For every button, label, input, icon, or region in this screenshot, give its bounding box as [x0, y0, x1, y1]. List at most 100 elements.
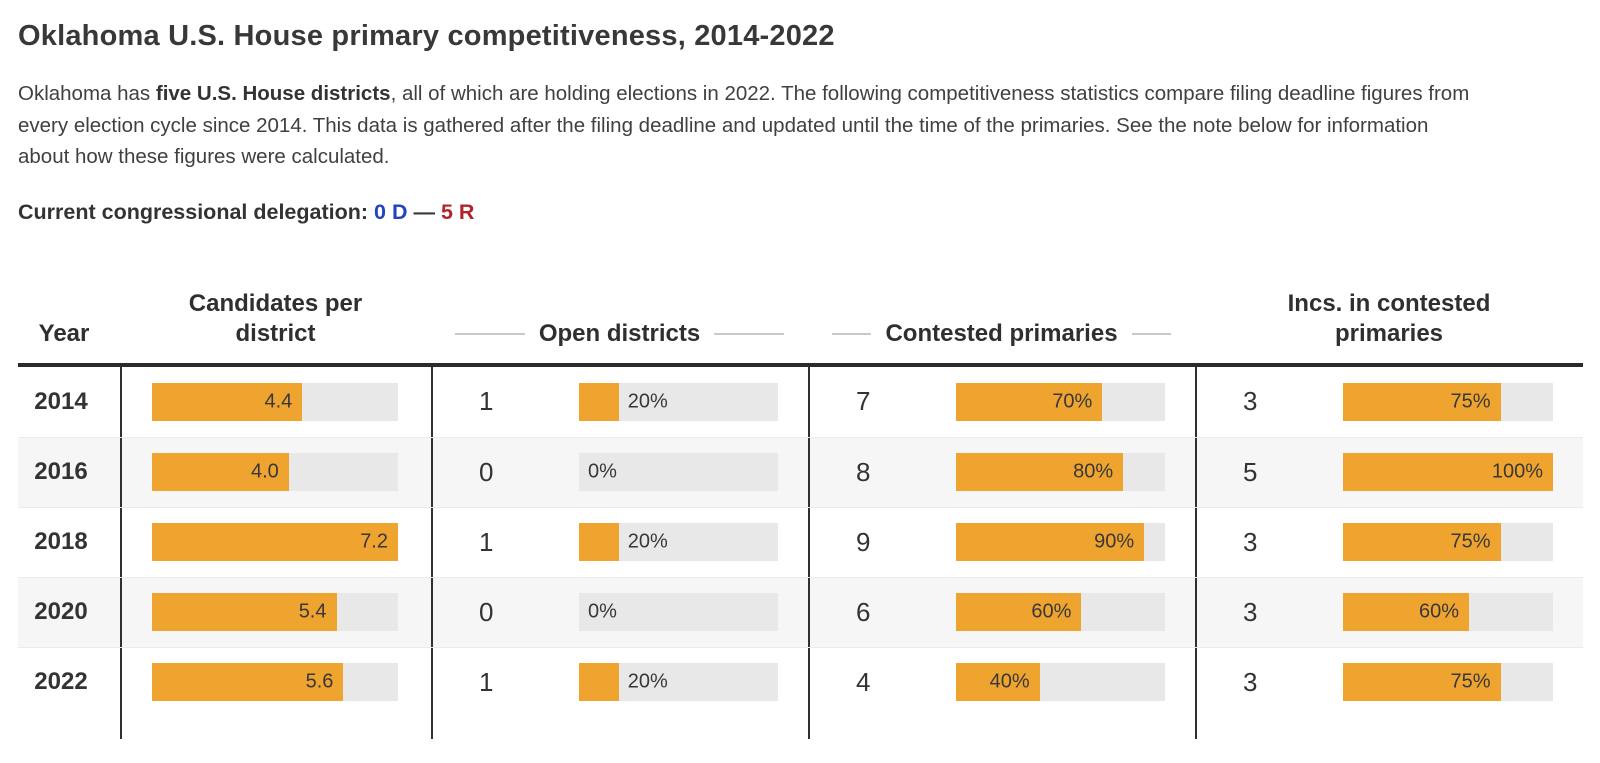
contested-bar-fill	[956, 453, 1124, 491]
contested-cell: 4 40%	[808, 647, 1195, 717]
incs-bar-value: 100%	[1491, 460, 1543, 483]
contested-bar-track: 70%	[956, 382, 1165, 421]
open-count: 1	[479, 666, 494, 697]
incs-bar-track: 100%	[1343, 453, 1553, 491]
header-rule-left	[832, 332, 872, 335]
open-count: 0	[479, 456, 494, 487]
spacer-cell	[1195, 716, 1583, 739]
column-header-candidates-per-district: Candidates per district	[120, 289, 431, 349]
year-label: 2020	[34, 598, 88, 625]
intro-line-1: Oklahoma has five U.S. House districts, …	[18, 78, 1600, 110]
delegation-dash: —	[413, 199, 435, 224]
open-bar-value: 0%	[588, 600, 617, 623]
year-label: 2016	[34, 458, 88, 485]
table-body: 2014 4.4 1 20% 7 70% 3 75% 2016 4.0 0 0% 8 80% 5 100% 20…	[18, 366, 1583, 739]
republican-count: 5 R	[440, 199, 475, 224]
incs-bar-fill	[1343, 593, 1469, 631]
header-rule-left	[455, 332, 525, 335]
candidates-bar-fill	[152, 453, 289, 491]
contested-cell: 7 70%	[808, 366, 1195, 437]
spacer-cell	[120, 716, 431, 739]
open-bar-value: 20%	[627, 530, 668, 553]
column-header-open-districts: Open districts	[431, 319, 808, 349]
column-header-label: Candidates per district	[188, 289, 363, 347]
incs-count: 3	[1243, 386, 1258, 416]
delegation-line: Current congressional delegation: 0 D — …	[18, 199, 1600, 225]
intro-line-2: every election cycle since 2014. This da…	[18, 113, 1429, 137]
open-bar-fill	[579, 663, 619, 701]
column-header-label: Incs. in contested primaries	[1287, 289, 1491, 347]
incs-bar-value: 75%	[1450, 670, 1491, 693]
contested-cell: 9 90%	[808, 507, 1195, 577]
contested-bar-value: 40%	[989, 670, 1030, 693]
incs-bar-fill	[1343, 523, 1501, 561]
contested-count: 4	[856, 666, 871, 697]
incs-bar-value: 75%	[1450, 530, 1491, 553]
intro-text: Oklahoma has	[18, 82, 156, 105]
open-bar-track: 0%	[579, 453, 778, 491]
column-header-year: Year	[38, 319, 90, 347]
contested-count: 6	[856, 596, 871, 627]
table-header-row: Year Candidates per district Open distri…	[18, 270, 1583, 367]
header-rule-right	[714, 332, 784, 335]
incs-count: 3	[1243, 596, 1258, 627]
open-bar-fill	[579, 523, 619, 561]
candidates-bar-track: 5.4	[152, 593, 398, 631]
candidates-bar-track: 7.2	[152, 523, 398, 561]
incs-cell: 3 75%	[1195, 647, 1583, 717]
intro-line-3: about how these figures were calculated.	[18, 145, 390, 168]
contested-bar-value: 80%	[1073, 460, 1114, 483]
spacer-cell	[808, 716, 1195, 739]
table-row-2018: 2018 7.2 1 20% 9 90% 3 75%	[18, 506, 1583, 577]
democrat-count: 0 D	[374, 199, 408, 224]
open-bar-track: 20%	[579, 523, 778, 561]
candidates-cell: 7.2	[120, 507, 431, 577]
candidates-bar-fill	[152, 663, 344, 701]
header-rule-right	[1131, 332, 1172, 335]
column-header-label: Open districts	[538, 319, 701, 347]
open-bar-value: 20%	[627, 670, 668, 693]
spacer-cell	[18, 717, 120, 739]
contested-cell: 8 80%	[808, 437, 1195, 507]
intro-paragraph: Oklahoma has five U.S. House districts, …	[18, 78, 1600, 173]
incs-bar-track: 75%	[1343, 382, 1553, 421]
intro-text: , all of which are holding elections in …	[390, 82, 1470, 105]
competitiveness-table: Year Candidates per district Open distri…	[18, 270, 1583, 739]
candidates-bar-value: 5.6	[305, 670, 334, 693]
incs-count: 5	[1243, 456, 1258, 487]
incs-cell: 5 100%	[1195, 437, 1583, 507]
contested-bar-value: 90%	[1094, 530, 1135, 553]
open-bar-track: 0%	[579, 593, 778, 631]
column-header-contested-primaries: Contested primaries	[808, 319, 1195, 349]
open-cell: 0 0%	[431, 437, 808, 507]
contested-cell: 6 60%	[808, 577, 1195, 647]
table-row-2016: 2016 4.0 0 0% 8 80% 5 100%	[18, 436, 1583, 507]
candidates-bar-value: 7.2	[360, 530, 388, 553]
contested-bar-fill	[956, 523, 1145, 561]
column-header-label: Contested primaries	[885, 319, 1118, 347]
open-cell: 1 20%	[431, 507, 808, 577]
incs-bar-fill	[1343, 382, 1501, 421]
incs-count: 3	[1243, 526, 1258, 557]
incs-bar-track: 60%	[1343, 593, 1553, 631]
page: Oklahoma U.S. House primary competitiven…	[0, 18, 1600, 739]
open-cell: 1 20%	[431, 647, 808, 717]
incs-cell: 3 60%	[1195, 577, 1583, 647]
candidates-cell: 4.0	[120, 437, 431, 507]
open-bar-track: 20%	[579, 382, 778, 421]
candidates-bar-fill	[152, 382, 303, 421]
open-bar-value: 0%	[588, 460, 617, 483]
contested-bar-fill	[956, 382, 1103, 421]
column-header-incs-in-contested: Incs. in contested primaries	[1195, 289, 1583, 349]
candidates-bar-value: 4.0	[250, 460, 279, 483]
table-row-2014: 2014 4.4 1 20% 7 70% 3 75%	[18, 366, 1583, 437]
candidates-bar-track: 4.0	[152, 453, 398, 491]
contested-count: 9	[856, 526, 871, 557]
incs-bar-value: 75%	[1450, 390, 1491, 412]
spacer-cell	[431, 716, 808, 739]
candidates-bar-fill	[152, 523, 398, 561]
open-count: 0	[479, 596, 494, 627]
year-label: 2018	[34, 528, 88, 555]
open-bar-value: 20%	[627, 390, 668, 412]
incs-bar-fill	[1343, 453, 1553, 491]
